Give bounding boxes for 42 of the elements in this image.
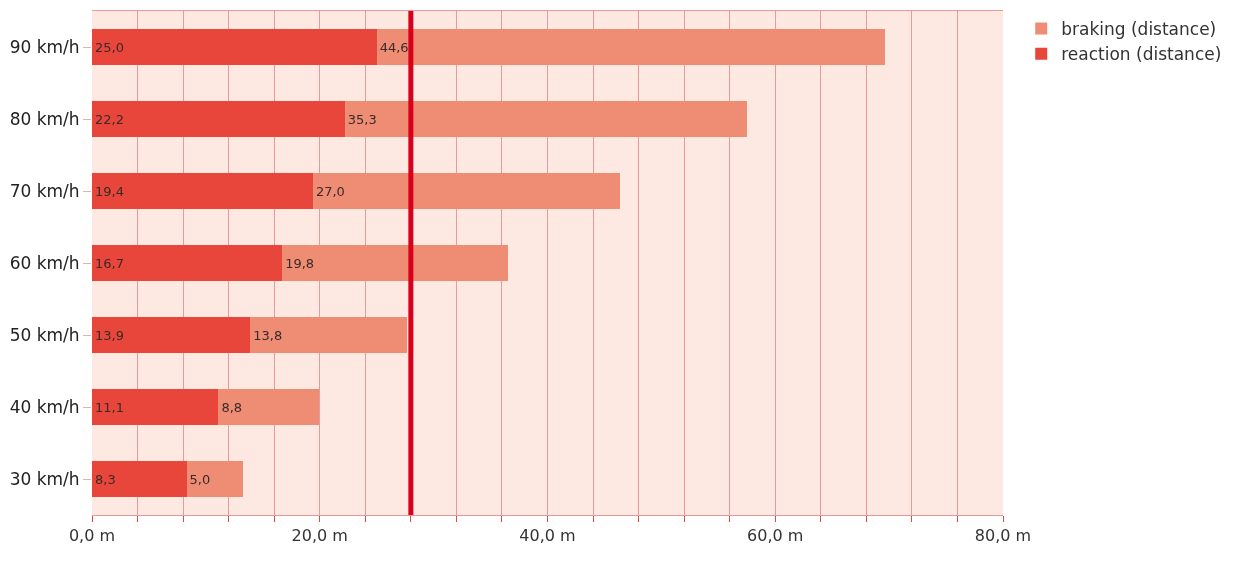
data-label: 19,4: [95, 183, 124, 199]
bar: [218, 389, 319, 425]
y-tick-label: 80 km/h: [9, 108, 80, 129]
bar: [92, 173, 313, 209]
bar: [92, 461, 187, 497]
x-tick-label: 60,0 m: [747, 526, 804, 546]
y-tick-label: 70 km/h: [9, 180, 80, 201]
bar: [92, 29, 377, 65]
y-tick-label: 40 km/h: [9, 396, 80, 417]
data-label: 5,0: [189, 471, 211, 487]
y-tick-label: 90 km/h: [9, 36, 80, 57]
data-label: 8,3: [95, 471, 116, 487]
bar: [344, 101, 747, 137]
bar: [312, 173, 621, 209]
legend-label: braking (distance): [1061, 19, 1217, 40]
bar: [376, 29, 885, 65]
bar: [92, 317, 251, 353]
data-label: 11,1: [95, 399, 124, 415]
data-label: 16,7: [95, 255, 124, 271]
x-tick-label: 0,0 m: [68, 526, 116, 546]
data-label: 19,8: [285, 255, 315, 271]
x-tick-label: 40,0 m: [519, 526, 576, 546]
bar: [92, 389, 219, 425]
x-tick-label: 20,0 m: [291, 526, 348, 546]
bar: [92, 245, 283, 281]
data-label: 44,6: [379, 39, 409, 55]
y-tick-label: 60 km/h: [9, 252, 80, 273]
bar: [250, 317, 408, 353]
y-tick-label: 30 km/h: [9, 468, 80, 489]
data-label: 35,3: [347, 111, 377, 127]
data-label: 27,0: [315, 183, 345, 199]
y-tick-label: 50 km/h: [9, 324, 80, 345]
x-tick-label: 80,0 m: [974, 526, 1032, 546]
bar: [282, 245, 508, 281]
data-label: 22,2: [95, 111, 124, 127]
data-label: 13,8: [253, 327, 283, 343]
bar: [186, 461, 244, 497]
data-label: 25,0: [95, 39, 124, 55]
legend-label: reaction (distance): [1061, 44, 1222, 65]
data-label: 13,9: [95, 327, 124, 343]
data-label: 8,8: [221, 399, 243, 415]
bar: [92, 101, 345, 137]
